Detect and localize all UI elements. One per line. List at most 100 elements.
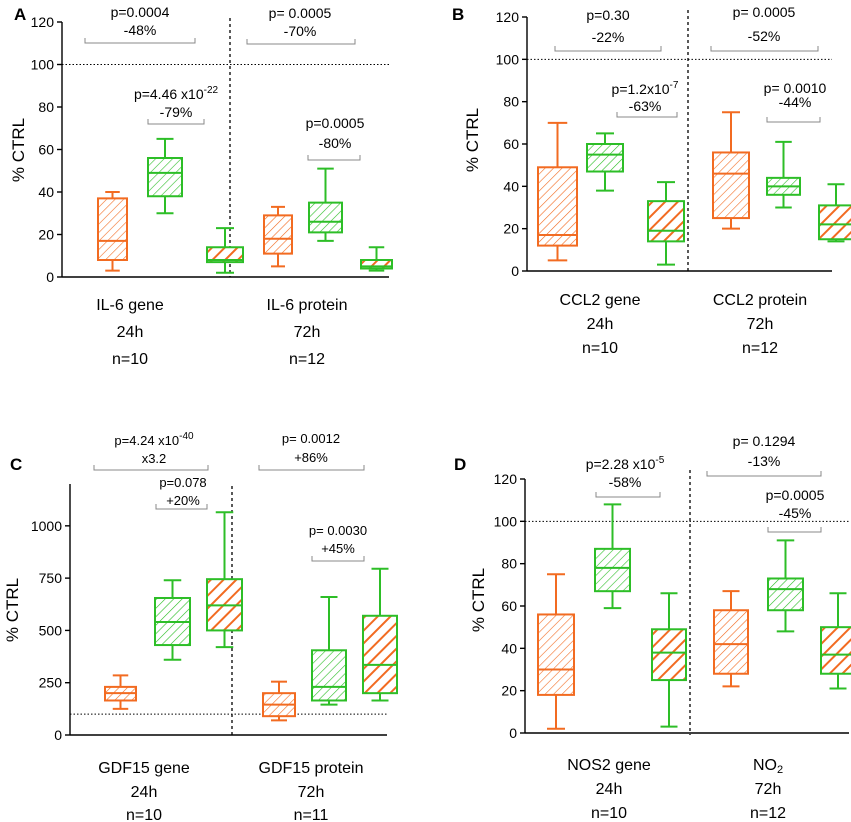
- significance-bracket: [595, 492, 661, 498]
- category-label-2: NO2 72h n=12: [750, 757, 786, 822]
- y-tick-label: 100: [31, 57, 55, 73]
- change-label: -58%: [609, 474, 642, 490]
- significance-annotation-4: p=0.0005 -80%: [306, 115, 365, 161]
- p-value-label: p=0.0005: [306, 115, 365, 131]
- p-value-label: p=0.0005: [766, 487, 825, 503]
- significance-bracket: [616, 112, 678, 118]
- box-6: [818, 183, 851, 243]
- change-label: -22%: [592, 29, 625, 45]
- change-label: x3.2: [142, 451, 167, 466]
- category-time: 72h: [298, 784, 325, 801]
- box-iqr: [263, 214, 293, 255]
- p-value-label: p=0.30: [586, 7, 629, 23]
- y-tick-label: 0: [46, 269, 54, 285]
- change-label: -45%: [779, 505, 812, 521]
- p-value-label: p= 0.0005: [733, 4, 796, 20]
- box-iqr: [651, 628, 687, 682]
- box-iqr: [537, 613, 575, 696]
- y-tick-label: 250: [39, 675, 63, 691]
- panel-letter: D: [454, 455, 466, 474]
- significance-annotation-2: p=0.078 +20%: [155, 475, 208, 510]
- category-label-2: GDF15 protein 72h n=11: [259, 760, 364, 822]
- significance-bracket: [84, 38, 196, 44]
- significance-bracket: [710, 46, 819, 52]
- box-iqr: [147, 157, 183, 198]
- category-name: GDF15 gene: [98, 760, 190, 777]
- category-time: 72h: [294, 324, 321, 341]
- change-label: -79%: [160, 104, 193, 120]
- y-tick-label: 20: [38, 227, 54, 243]
- y-axis-label: % CTRL: [9, 118, 28, 182]
- box-4: [263, 205, 293, 268]
- category-n: n=12: [742, 340, 778, 357]
- significance-annotation-1: p=4.24 x10-40 x3.2: [93, 431, 209, 471]
- category-time: 24h: [587, 316, 614, 333]
- y-tick-label: 60: [503, 136, 519, 152]
- significance-bracket: [93, 465, 209, 471]
- y-tick-label: 20: [501, 683, 517, 699]
- category-time: 24h: [131, 784, 158, 801]
- box-iqr: [713, 609, 749, 675]
- box-3: [651, 592, 687, 728]
- significance-annotation-2: p=1.2x10-7-63%: [612, 80, 679, 118]
- box-4: [712, 111, 750, 230]
- y-tick-label: 60: [38, 142, 54, 158]
- y-tick-label: 80: [501, 556, 517, 572]
- box-2: [154, 579, 191, 661]
- category-name: NOS2 gene: [567, 757, 651, 774]
- significance-annotation-2: p=4.46 x10-22 -79%: [134, 85, 219, 125]
- category-time: 72h: [747, 316, 774, 333]
- category-name: CCL2 protein: [713, 292, 807, 309]
- p-value-label: p=0.0004: [111, 4, 170, 20]
- p-value-exponent: -5: [655, 455, 664, 466]
- box-2: [147, 137, 183, 215]
- y-tick-label: 80: [38, 99, 54, 115]
- category-label-1: NOS2 gene 24h n=10: [567, 757, 651, 822]
- box-1: [537, 121, 578, 262]
- box-iqr: [712, 151, 750, 220]
- y-tick-label: 100: [494, 513, 518, 529]
- box-iqr: [820, 626, 851, 675]
- p-value-label: p= 0.0030: [309, 523, 367, 538]
- panel-letter: A: [14, 5, 26, 24]
- category-label-1: IL-6 gene 24h n=10: [96, 297, 164, 368]
- box-iqr: [818, 204, 851, 241]
- change-label: +86%: [294, 450, 328, 465]
- box-5: [766, 140, 801, 209]
- box-iqr: [206, 246, 244, 264]
- category-n: n=10: [591, 805, 627, 822]
- box-3: [206, 511, 243, 649]
- category-n: n=10: [582, 340, 618, 357]
- box-4: [262, 680, 296, 722]
- significance-annotation-1: p=2.28 x10-5 -58%: [586, 455, 665, 498]
- significance-annotation-3: p= 0.0005 -70%: [246, 5, 356, 45]
- box-6: [820, 592, 851, 690]
- category-name: IL-6 gene: [96, 297, 164, 314]
- y-axis-label: % CTRL: [3, 578, 22, 642]
- p-value-exponent: -40: [179, 431, 194, 442]
- category-n: n=12: [750, 805, 786, 822]
- significance-annotation-2: p= 0.1294 -13%: [706, 433, 822, 477]
- box-iqr: [308, 201, 343, 234]
- box-6: [360, 246, 393, 272]
- category-time: 24h: [117, 324, 144, 341]
- p-value-label: p= 0.0010: [764, 80, 827, 96]
- y-tick-label: 750: [39, 570, 63, 586]
- category-subscript: 2: [777, 764, 783, 776]
- box-iqr: [360, 259, 393, 270]
- significance-bracket: [311, 556, 365, 562]
- category-label-1: GDF15 gene 24h n=10: [98, 760, 190, 822]
- change-label: -48%: [124, 22, 157, 38]
- y-tick-label: 1000: [31, 518, 62, 534]
- p-value-label: p=0.078: [159, 475, 206, 490]
- p-value-exponent: -22: [204, 85, 219, 96]
- box-5: [311, 595, 347, 706]
- y-tick-label: 500: [39, 622, 63, 638]
- box-iqr: [97, 197, 128, 261]
- box-2: [586, 132, 624, 192]
- y-tick-label: 60: [501, 598, 517, 614]
- box-5: [767, 539, 804, 633]
- box-iqr: [586, 143, 624, 173]
- panel-letter: C: [10, 455, 22, 474]
